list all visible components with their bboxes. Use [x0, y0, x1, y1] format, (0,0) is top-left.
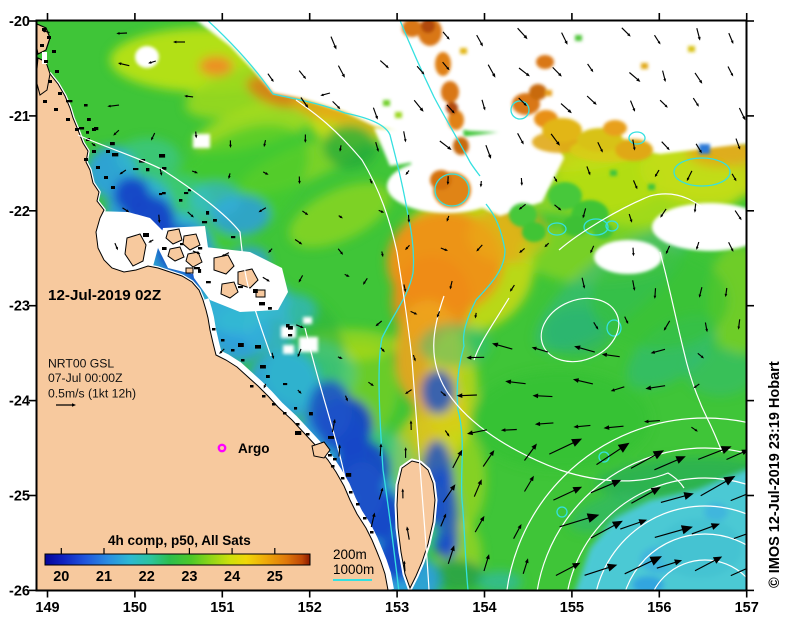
svg-text:156: 156 — [647, 600, 671, 616]
svg-text:NRT00 GSL: NRT00 GSL — [48, 357, 114, 371]
svg-text:-25: -25 — [9, 489, 30, 505]
svg-text:0.5m/s (1kt 12h): 0.5m/s (1kt 12h) — [48, 387, 136, 401]
svg-text:153: 153 — [385, 600, 409, 616]
svg-text:155: 155 — [560, 600, 584, 616]
svg-text:Argo: Argo — [238, 441, 270, 456]
svg-text:24: 24 — [224, 569, 240, 585]
svg-text:-22: -22 — [9, 204, 30, 220]
svg-text:152: 152 — [298, 600, 322, 616]
svg-text:151: 151 — [210, 600, 234, 616]
svg-text:07-Jul 00:00Z: 07-Jul 00:00Z — [48, 371, 123, 385]
svg-text:© IMOS 12-Jul-2019 23:19 Hobar: © IMOS 12-Jul-2019 23:19 Hobart — [767, 361, 783, 588]
svg-text:154: 154 — [472, 600, 496, 616]
svg-text:22: 22 — [139, 569, 155, 585]
svg-text:-24: -24 — [9, 394, 30, 410]
svg-text:20: 20 — [53, 569, 69, 585]
svg-text:21: 21 — [96, 569, 112, 585]
svg-text:-21: -21 — [9, 109, 30, 125]
svg-text:157: 157 — [735, 600, 759, 616]
svg-text:-20: -20 — [9, 14, 30, 30]
svg-text:25: 25 — [267, 569, 283, 585]
svg-text:200m: 200m — [333, 547, 367, 562]
svg-text:4h comp, p50, All Sats: 4h comp, p50, All Sats — [108, 533, 251, 548]
svg-text:-23: -23 — [9, 299, 30, 315]
svg-text:149: 149 — [35, 600, 59, 616]
svg-text:1000m: 1000m — [333, 562, 374, 577]
svg-text:-26: -26 — [9, 583, 30, 599]
svg-text:23: 23 — [181, 569, 197, 585]
svg-text:150: 150 — [123, 600, 147, 616]
svg-text:12-Jul-2019 02Z: 12-Jul-2019 02Z — [48, 287, 161, 304]
